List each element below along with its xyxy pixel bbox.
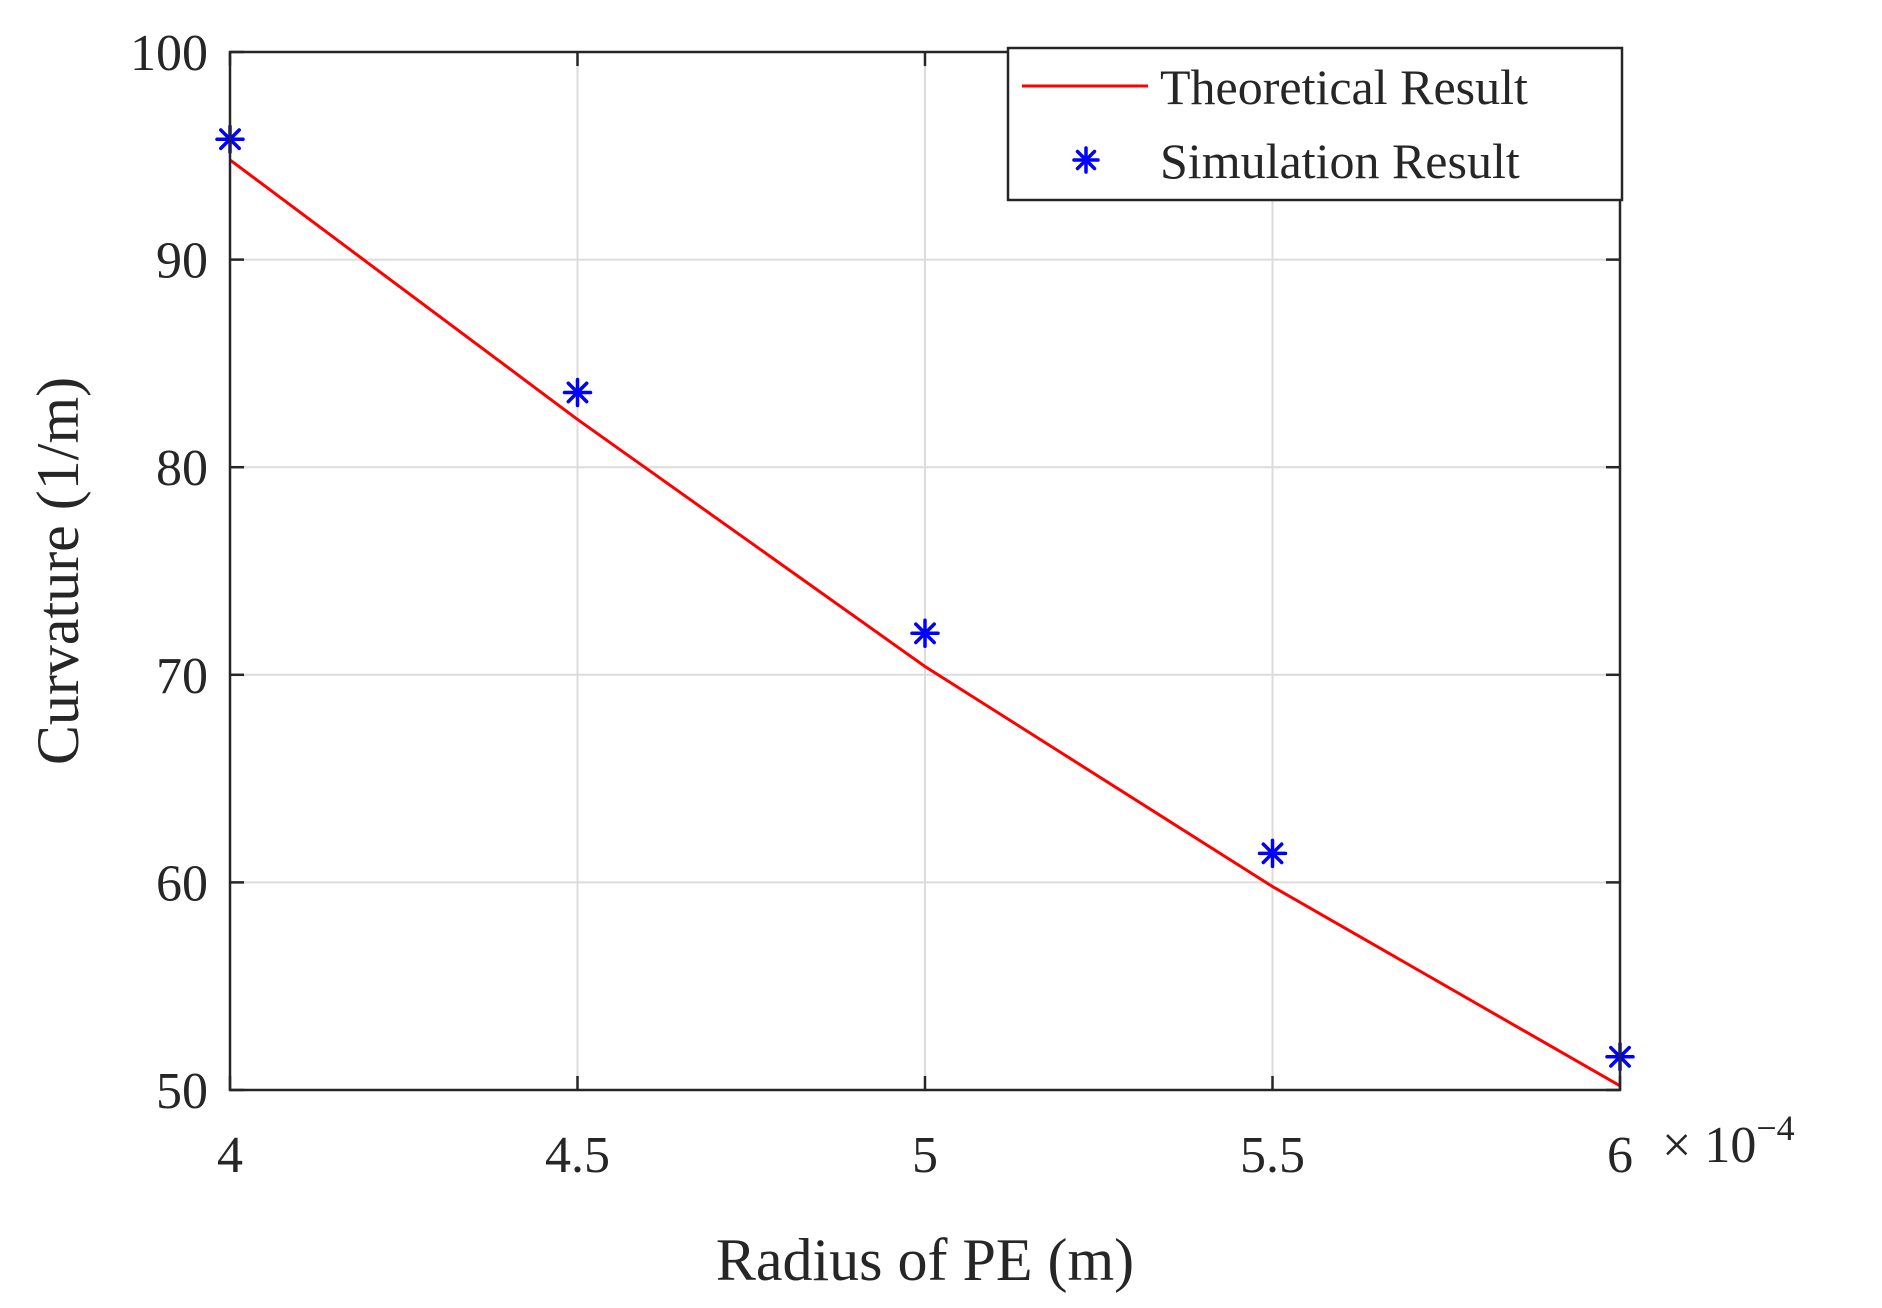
x-tick-label-2: 5 (912, 1127, 938, 1184)
legend-simulation-marker-sample (1072, 146, 1100, 174)
x-axis-multiplier-base: × 10 (1662, 1117, 1756, 1174)
legend: Theoretical Result Simulation Result (1006, 46, 1624, 202)
x-axis-multiplier: × 10−4 (1662, 1108, 1795, 1174)
y-tick-label-4: 90 (156, 233, 208, 290)
y-axis-label: Curvature (1/m) (25, 377, 91, 765)
y-tick-label-0: 50 (156, 1063, 208, 1120)
y-tick-label-1: 60 (156, 855, 208, 912)
x-axis-label: Radius of PE (m) (716, 1227, 1134, 1293)
simulation-point-1 (562, 377, 593, 408)
x-tick-label-0: 4 (217, 1127, 243, 1184)
x-tick-label-3: 5.5 (1240, 1127, 1305, 1184)
x-axis-multiplier-exponent: −4 (1756, 1108, 1794, 1148)
y-tick-label-5: 100 (130, 25, 208, 82)
grid-lines (229, 51, 1621, 1091)
legend-theoretical-label: Theoretical Result (1160, 59, 1528, 115)
simulation-point-3 (1257, 838, 1288, 869)
legend-simulation-label: Simulation Result (1160, 133, 1520, 189)
simulation-point-2 (910, 618, 940, 649)
y-tick-label-3: 80 (156, 440, 208, 497)
theoretical-result-line (229, 158, 1621, 1088)
y-tick-label-2: 70 (156, 648, 208, 705)
tick-labels: 4 4.5 5 5.5 6 50 60 70 80 90 100 (130, 25, 1633, 1184)
x-tick-label-4: 6 (1607, 1127, 1633, 1184)
x-tick-label-1: 4.5 (545, 1127, 610, 1184)
legend-box (1006, 46, 1624, 202)
legend-asterisk-icon (1072, 146, 1100, 174)
